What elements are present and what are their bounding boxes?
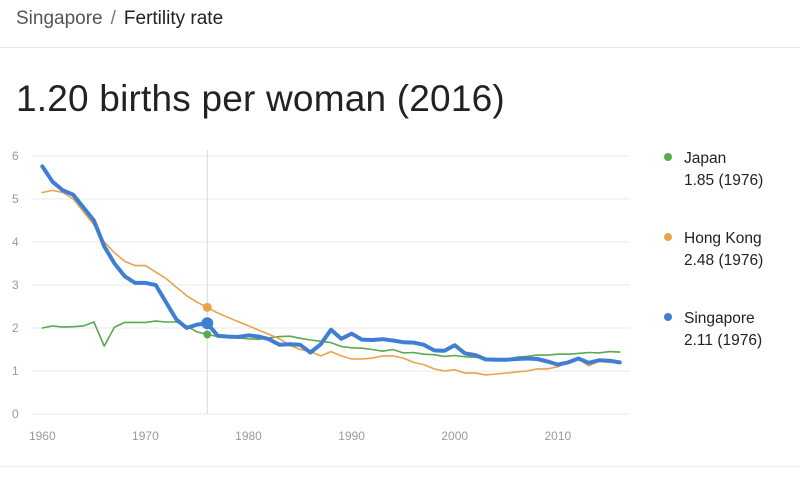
bottom-divider [0,466,800,467]
header-divider [0,47,800,48]
y-tick-label-1: 1 [12,364,19,378]
x-tick-label-1990: 1990 [338,429,365,443]
legend-value-japan: 1.85 (1976) [684,172,764,189]
y-tick-label-3: 3 [12,278,19,292]
breadcrumb-country-link[interactable]: Singapore [16,8,103,29]
legend-dot-singapore [664,313,672,321]
breadcrumb: Singapore / Fertility rate [16,8,223,30]
legend-item-singapore[interactable]: Singapore 2.11 (1976) [664,308,762,352]
legend-name-hong-kong: Hong Kong [684,230,762,247]
marker-hong-kong-1976[interactable] [202,302,212,312]
breadcrumb-separator: / [110,8,116,29]
marker-singapore-1976[interactable] [201,317,214,330]
series-line-singapore[interactable] [40,164,622,367]
breadcrumb-current: Fertility rate [123,8,224,29]
x-tick-label-2010: 2010 [544,429,571,443]
legend-dot-hong-kong [664,233,672,241]
x-tick-label-1970: 1970 [132,429,159,443]
series-line-japan[interactable] [41,320,621,361]
y-tick-label-4: 4 [12,235,19,249]
x-tick-label-1960: 1960 [29,429,56,443]
legend-item-japan[interactable]: Japan 1.85 (1976) [664,148,763,192]
x-tick-label-2000: 2000 [441,429,468,443]
page-title: 1.20 births per woman (2016) [16,78,505,119]
x-tick-label-1980: 1980 [235,429,262,443]
legend-value-hong-kong: 2.48 (1976) [684,252,764,269]
legend-value-singapore: 2.11 (1976) [684,332,763,349]
y-tick-label-0: 0 [12,407,19,421]
y-tick-label-6: 6 [12,149,19,163]
y-tick-label-5: 5 [12,192,19,206]
series-line-hong-kong[interactable] [41,189,621,376]
legend-name-singapore: Singapore [684,310,755,327]
marker-japan-1976[interactable] [203,330,212,339]
legend-item-hong-kong[interactable]: Hong Kong 2.48 (1976) [664,228,763,272]
legend-name-japan: Japan [684,150,727,167]
legend-dot-japan [664,153,672,161]
y-tick-label-2: 2 [12,321,19,335]
